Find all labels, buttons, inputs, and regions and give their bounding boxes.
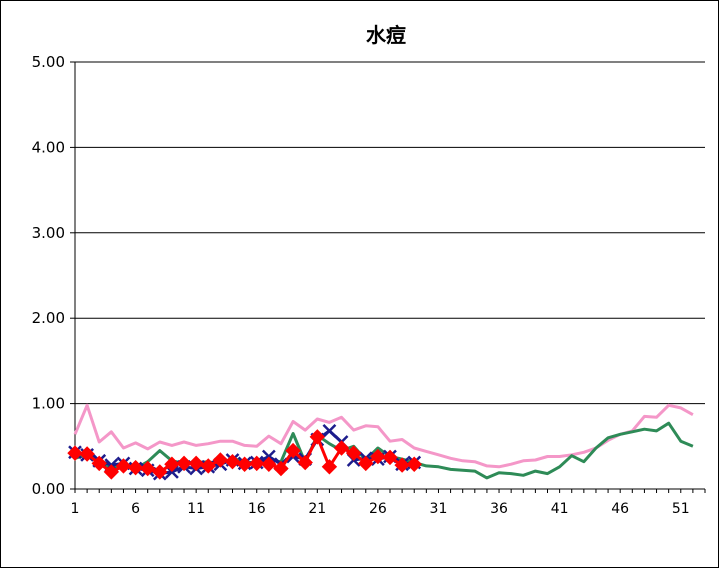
- data-point-diamond: [273, 460, 289, 477]
- y-tick-labels: 0.00 1.00 2.00 3.00 4.00 5.00: [32, 53, 65, 498]
- x-tick-label: 41: [551, 501, 569, 517]
- data-point-diamond: [333, 440, 350, 456]
- data-point-diamond: [164, 456, 180, 472]
- data-point-diamond: [249, 455, 265, 472]
- data-point-diamond: [67, 445, 83, 461]
- x-tick-label: 16: [248, 501, 266, 517]
- data-point-diamond: [224, 453, 241, 470]
- data-point-diamond: [176, 455, 192, 472]
- data-point-diamond: [406, 456, 422, 472]
- data-point-diamond: [345, 445, 362, 461]
- series-line: [73, 403, 694, 469]
- data-point-diamond: [91, 455, 107, 472]
- chart-title: 水痘: [366, 23, 406, 47]
- data-point-diamond: [200, 458, 216, 474]
- x-tick-label: 11: [187, 501, 205, 517]
- x-tick-label: 51: [672, 501, 690, 517]
- data-point-diamond: [103, 464, 120, 480]
- x-tick-label: 21: [308, 501, 326, 517]
- data-point-diamond: [79, 446, 95, 462]
- series-line: [74, 421, 694, 480]
- data-point-diamond: [285, 442, 301, 459]
- data-point-diamond: [297, 454, 313, 471]
- y-tick-label: 4.00: [32, 138, 65, 156]
- data-point-diamond: [309, 429, 326, 445]
- series-group: [67, 403, 694, 481]
- y-tick-label: 3.00: [32, 224, 65, 242]
- y-tick-label: 1.00: [32, 395, 65, 413]
- data-point-diamond: [370, 448, 386, 465]
- x-tick-label: 26: [369, 501, 387, 517]
- y-tick-label: 0.00: [32, 480, 65, 498]
- series-0: [73, 403, 694, 469]
- x-tick-labels: 1 6 11 16 21 26 31 36 41 46 51: [71, 501, 690, 517]
- axes: [74, 62, 706, 493]
- x-tick-label: 1: [71, 501, 80, 517]
- data-point-diamond: [152, 464, 168, 480]
- series-3: [67, 429, 422, 480]
- data-point-diamond: [127, 459, 144, 476]
- data-point-diamond: [382, 449, 398, 466]
- y-tick-label: 2.00: [32, 309, 65, 327]
- data-point-diamond: [261, 456, 277, 472]
- x-tick-label: 46: [611, 501, 629, 517]
- data-point-diamond: [139, 460, 156, 477]
- data-point-x-marker: [322, 424, 337, 438]
- x-tick-label: 6: [131, 501, 140, 517]
- data-point-diamond: [321, 459, 338, 475]
- data-point-diamond: [394, 457, 410, 473]
- data-point-diamond: [358, 455, 374, 472]
- gridlines: [70, 61, 705, 490]
- x-tick-label: 36: [490, 501, 508, 517]
- data-point-diamond: [188, 455, 204, 472]
- series-1: [74, 421, 694, 480]
- y-tick-label: 5.00: [32, 53, 65, 71]
- data-point-diamond: [115, 458, 132, 474]
- data-point-diamond: [212, 452, 229, 468]
- data-point-diamond: [236, 456, 253, 472]
- x-tick-label: 31: [430, 501, 448, 517]
